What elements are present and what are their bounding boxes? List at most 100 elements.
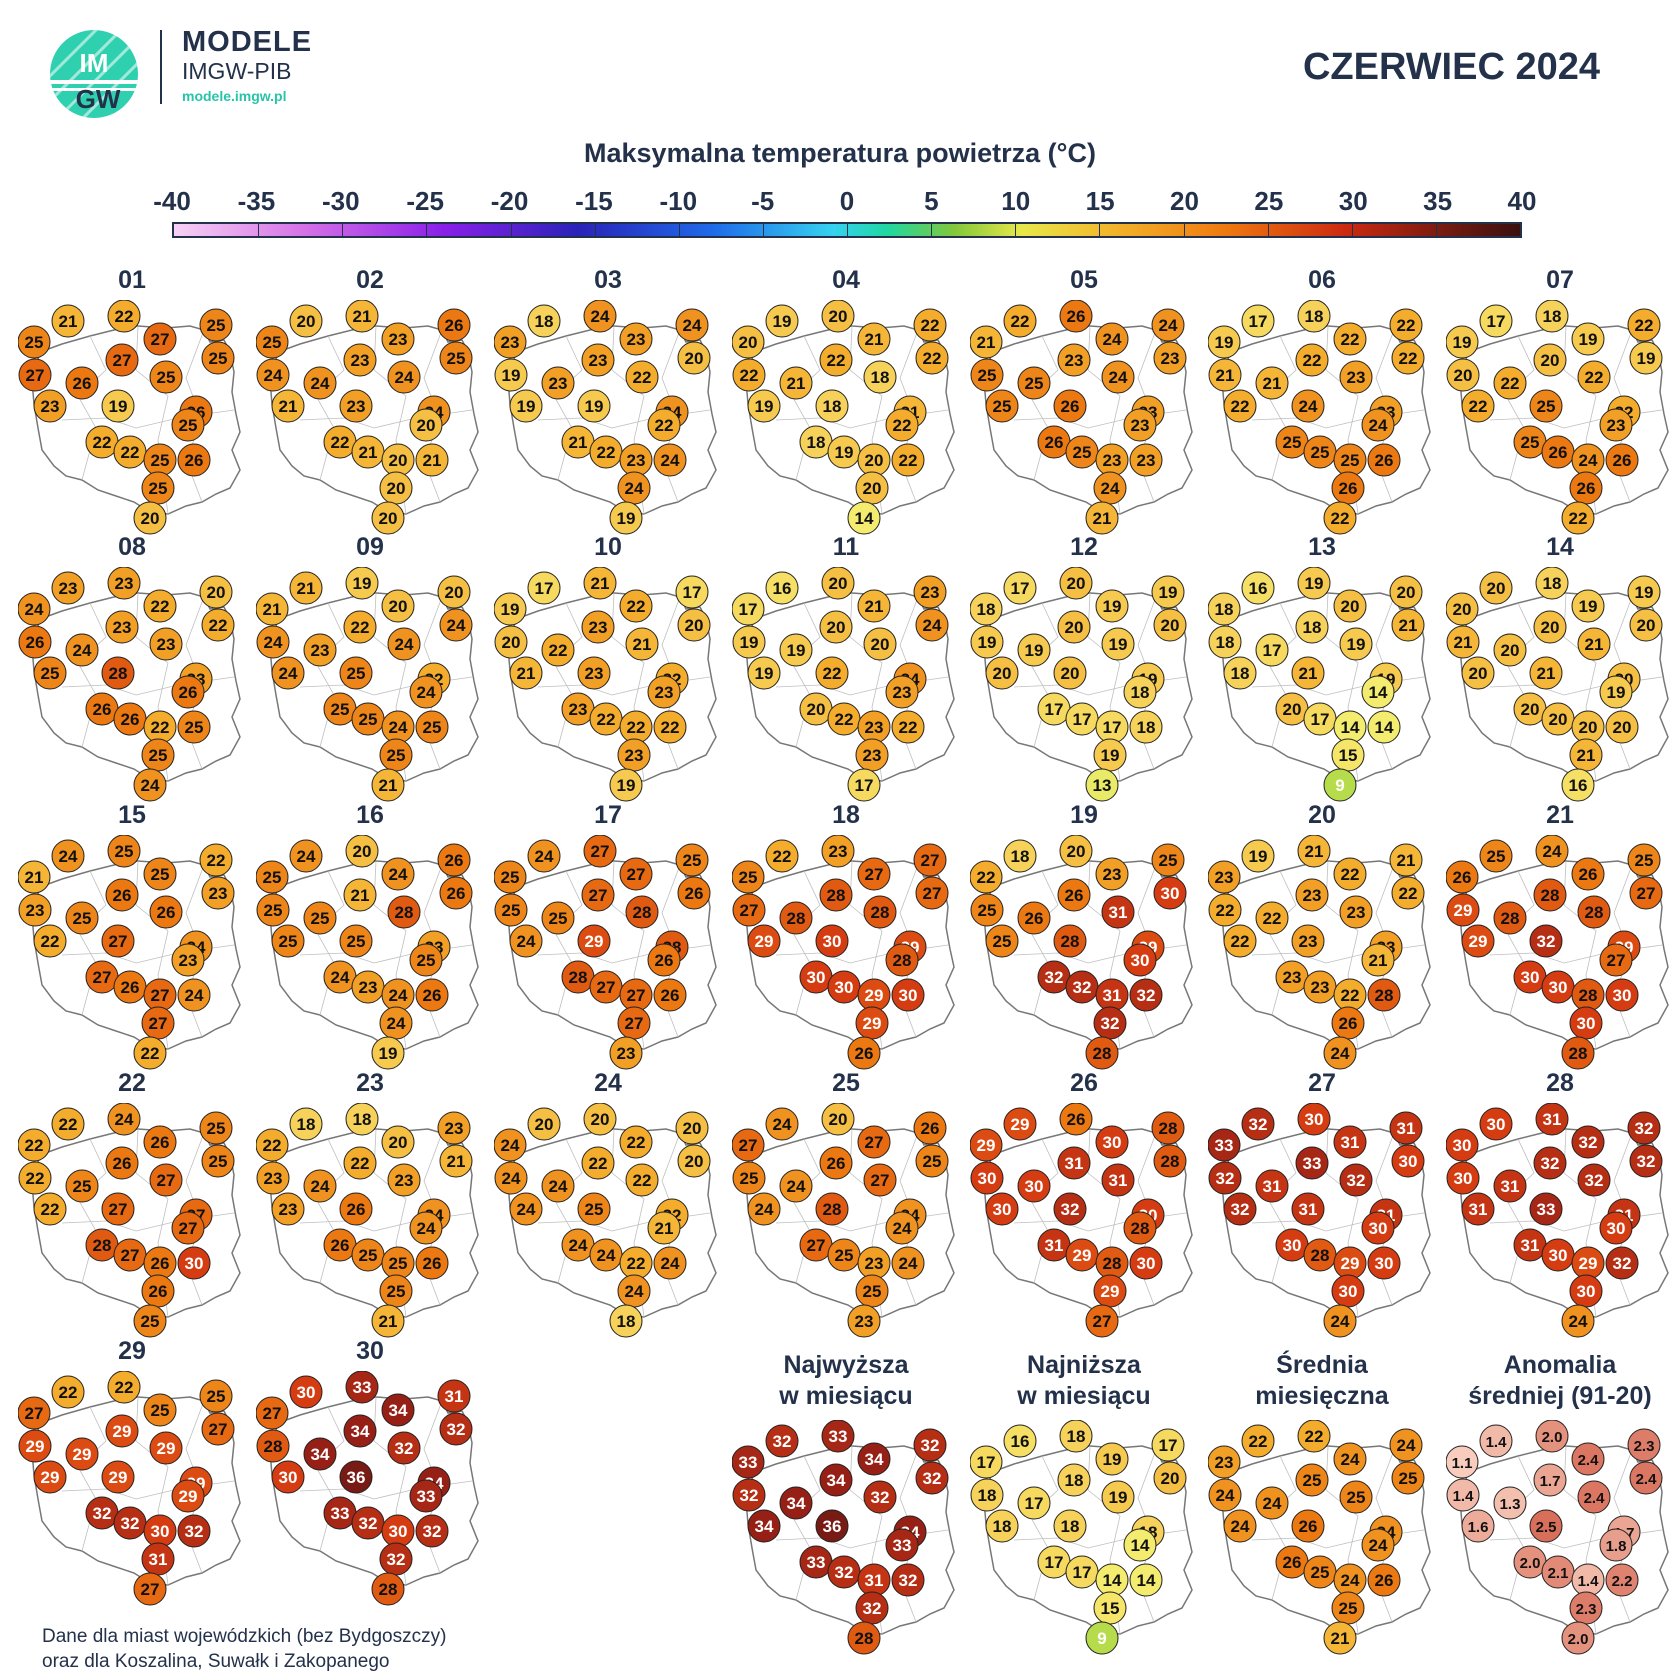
station-circle <box>1101 1163 1135 1197</box>
station-value: 24 <box>389 986 408 1005</box>
station-marker: 22 <box>625 1163 659 1197</box>
colorbar-tick <box>762 224 764 236</box>
station-marker: 23 <box>855 738 889 772</box>
station-marker: 18 <box>863 360 897 394</box>
station-circle <box>171 408 205 442</box>
station-value: 20 <box>1283 700 1302 719</box>
station-circle <box>1208 1478 1242 1512</box>
station-circle <box>891 443 925 477</box>
station-marker: 23 <box>351 970 385 1004</box>
station-value: 20 <box>829 574 848 593</box>
station-marker: 20 <box>1571 710 1605 744</box>
station-marker: 25 <box>415 710 449 744</box>
day-label: 06 <box>1308 266 1336 294</box>
station-marker: 30 <box>970 1161 1004 1195</box>
station-circle <box>985 389 1019 423</box>
station-marker: 22 <box>18 1161 52 1195</box>
station-marker: 23 <box>1095 857 1129 891</box>
brand-url-link[interactable]: modele.imgw.pl <box>182 88 287 104</box>
station-value: 25 <box>585 1200 604 1219</box>
station-marker: 21 <box>371 768 405 802</box>
station-circle <box>1446 325 1479 359</box>
station-marker: 18 <box>1535 567 1569 600</box>
station-circle <box>509 389 543 423</box>
station-value: 16 <box>773 579 792 598</box>
station-circle <box>381 1393 415 1427</box>
station-value: 24 <box>1299 397 1318 416</box>
station-marker: 25 <box>199 1379 233 1413</box>
station-circle <box>625 1163 659 1197</box>
station-marker: 20 <box>1333 589 1367 623</box>
station-value: 25 <box>149 479 168 498</box>
station-value: 24 <box>1579 451 1598 470</box>
station-circle <box>815 924 849 958</box>
station-circle <box>885 408 919 442</box>
station-circle <box>439 876 473 910</box>
station-marker: 29 <box>1003 1107 1037 1141</box>
station-circle <box>387 360 421 394</box>
station-value: 34 <box>389 1401 408 1420</box>
station-value: 23 <box>279 1200 298 1219</box>
station-marker: 23 <box>1057 343 1091 377</box>
station-marker: 24 <box>1333 1442 1367 1476</box>
station-marker: 25 <box>381 1246 415 1280</box>
station-marker: 22 <box>732 358 766 392</box>
station-marker: 21 <box>647 1211 681 1245</box>
day-label: 29 <box>118 1337 146 1365</box>
station-circle <box>1529 924 1563 958</box>
station-circle <box>1053 1509 1087 1543</box>
station-marker: 28 <box>1493 901 1527 935</box>
station-value: 22 <box>331 433 350 452</box>
station-circle <box>747 389 781 423</box>
station-value: 24 <box>787 1177 806 1196</box>
station-value: 21 <box>655 1219 674 1238</box>
station-circle <box>885 1528 919 1562</box>
station-marker: 21 <box>509 656 543 690</box>
station-value: 23 <box>41 397 60 416</box>
station-circle <box>18 1161 52 1195</box>
station-circle <box>819 1463 853 1497</box>
station-value: 23 <box>863 746 882 765</box>
station-value: 22 <box>151 597 170 616</box>
station-marker: 17 <box>970 1445 1003 1479</box>
station-value: 25 <box>1311 1563 1330 1582</box>
station-value: 32 <box>740 1486 759 1505</box>
station-circle <box>1389 1111 1423 1145</box>
station-value: 28 <box>855 1629 874 1648</box>
station-value: 20 <box>353 842 372 861</box>
station-value: 22 <box>661 718 680 737</box>
station-value: 1.3 <box>1500 1496 1521 1513</box>
station-marker: 19 <box>494 592 527 626</box>
station-value: 27 <box>209 1420 228 1439</box>
station-marker: 29 <box>18 1429 52 1463</box>
station-value: 30 <box>1549 1246 1568 1265</box>
station-marker: 26 <box>677 876 711 910</box>
station-value: 22 <box>59 1115 78 1134</box>
station-marker: 25 <box>201 341 235 375</box>
station-value: 19 <box>585 397 604 416</box>
station-marker: 24 <box>494 1161 528 1195</box>
station-value: 24 <box>625 479 644 498</box>
station-marker: 2.1 <box>1541 1555 1575 1589</box>
station-circle <box>1493 901 1527 935</box>
station-marker: 25 <box>827 1238 861 1272</box>
station-circle <box>387 1431 421 1465</box>
colorbar-tick <box>594 224 596 236</box>
station-marker: 21 <box>1577 627 1611 661</box>
day-label: 20 <box>1308 801 1336 829</box>
station-circle <box>891 710 925 744</box>
station-marker: 21 <box>1529 656 1563 690</box>
station-circle <box>1571 1442 1605 1476</box>
station-circle <box>747 656 781 690</box>
station-circle <box>289 839 323 873</box>
station-value: 30 <box>279 1468 298 1487</box>
station-circle <box>1577 1163 1611 1197</box>
station-value: 19 <box>978 633 997 652</box>
station-circle <box>437 575 471 609</box>
station-circle <box>1446 1478 1480 1512</box>
station-marker: 32 <box>863 1480 897 1514</box>
station-circle <box>581 610 615 644</box>
station-value: 25 <box>1341 451 1360 470</box>
station-marker: 24 <box>527 839 561 873</box>
station-value: 18 <box>871 368 890 387</box>
